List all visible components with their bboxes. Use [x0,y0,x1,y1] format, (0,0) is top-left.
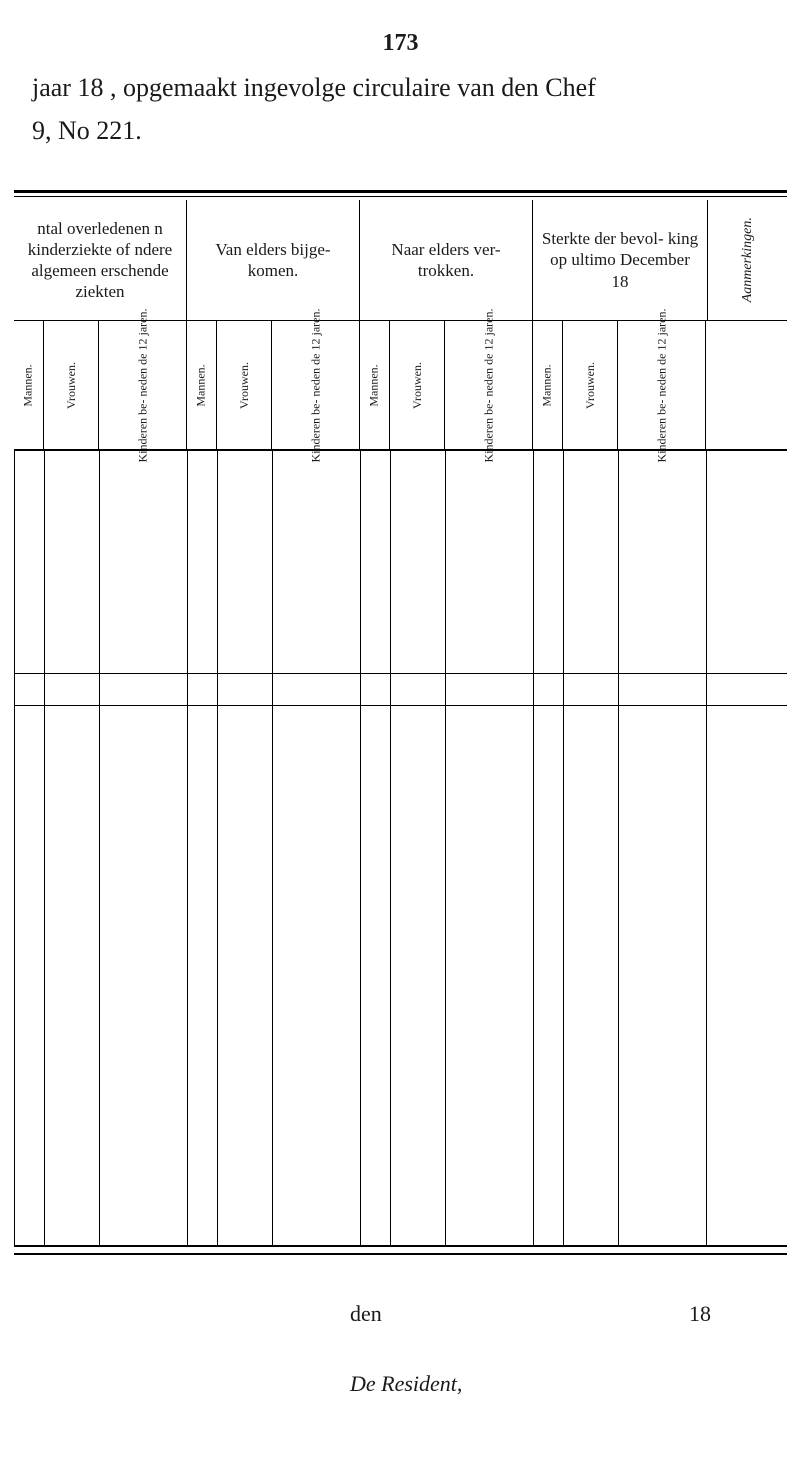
header-cell-5: Aanmerkingen. [708,200,787,320]
table-vline [217,451,218,1245]
subheader-cell: Vrouwen. [563,321,618,449]
table-hline [14,673,787,674]
rule-bottom [14,1253,787,1255]
subheader-cell: Kinderen be- neden de 12 jaren. [618,321,706,449]
table-vline [14,451,15,1245]
subheader-cell: Mannen. [533,321,563,449]
table-body [14,451,787,1247]
header-cell-1: ntal overledenen n kinderziekte of ndere… [14,200,187,320]
subheader-label: Vrouwen. [410,362,425,409]
subheader-cell: Vrouwen. [390,321,445,449]
table-vline [445,451,446,1245]
subheader-label: Kinderen be- neden de 12 jaren. [481,308,496,462]
subheader-label: Mannen. [21,364,36,406]
table-vline [44,451,45,1245]
subheader-label: Kinderen be- neden de 12 jaren. [135,308,150,462]
title-line-1: jaar 18 , opgemaakt ingevolge circulaire… [32,70,769,105]
rule-heavy [14,190,787,193]
subheader-label: Mannen. [367,364,382,406]
subheader-label: Vrouwen. [64,362,79,409]
title-line-2: 9, No 221. [32,113,769,148]
footer-year: 18 [689,1301,711,1327]
table-vline [706,451,707,1245]
footer-resident: De Resident, [350,1371,462,1397]
subheader-cell: Mannen. [360,321,390,449]
subheader-label: Kinderen be- neden de 12 jaren. [654,308,669,462]
subheader-label: Mannen. [540,364,555,406]
subheader-cell: Kinderen be- neden de 12 jaren. [272,321,360,449]
subheader-cell: Vrouwen. [217,321,272,449]
table-vline [187,451,188,1245]
table-vline [99,451,100,1245]
header-cell-4: Sterkte der bevol- king op ultimo Decemb… [533,200,708,320]
header-row: ntal overledenen n kinderziekte of ndere… [14,200,787,320]
page-number: 173 [0,30,801,57]
subheader-label: Vrouwen. [237,362,252,409]
subheader-label: Vrouwen. [583,362,598,409]
subheader-cell: Kinderen be- neden de 12 jaren. [445,321,533,449]
table-hline [14,705,787,706]
table-vline [533,451,534,1245]
subheader-cell-last [706,321,785,449]
aanmerkingen-label: Aanmerkingen. [739,217,757,302]
table-vline [618,451,619,1245]
table-vline [390,451,391,1245]
subheader-cell: Vrouwen. [44,321,99,449]
table-vline [360,451,361,1245]
title-block: jaar 18 , opgemaakt ingevolge circulaire… [32,70,769,148]
subheader-cell: Mannen. [14,321,44,449]
page: 173 jaar 18 , opgemaakt ingevolge circul… [0,0,801,1457]
rule-thin [14,196,787,197]
table-vline [563,451,564,1245]
header-cell-2: Van elders bijge- komen. [187,200,360,320]
header-cell-3: Naar elders ver- trokken. [360,200,533,320]
footer-den: den [350,1301,382,1327]
subheader-cell: Kinderen be- neden de 12 jaren. [99,321,187,449]
table-vline [272,451,273,1245]
subheader-label: Kinderen be- neden de 12 jaren. [308,308,323,462]
subheader-cell: Mannen. [187,321,217,449]
subheader-label: Mannen. [194,364,209,406]
subheader-row: Mannen. Vrouwen. Kinderen be- neden de 12 … [14,321,787,449]
